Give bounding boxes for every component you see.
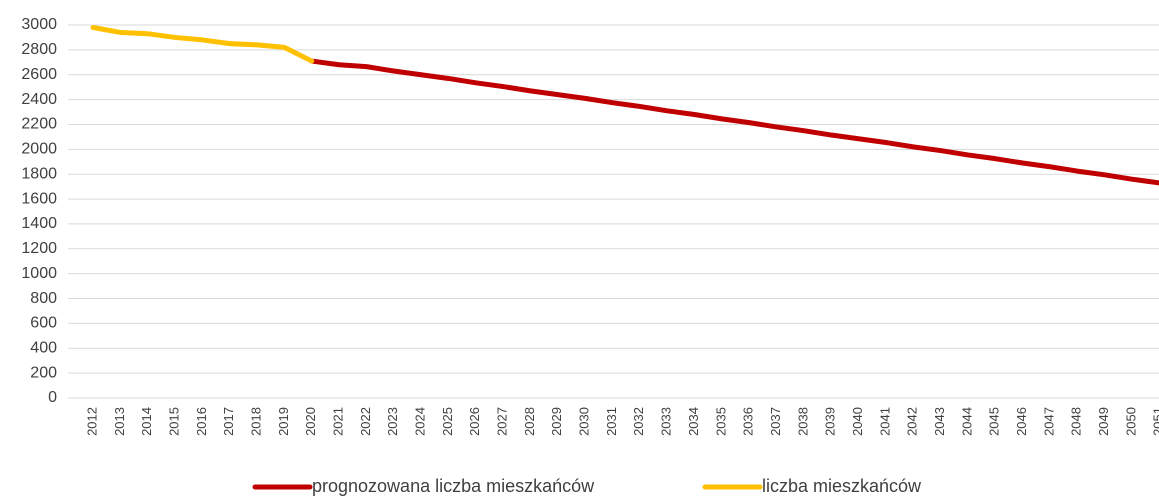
y-tick-label: 2000 bbox=[21, 141, 57, 158]
x-tick-label: 2050 bbox=[1123, 407, 1138, 436]
x-tick-label: 2048 bbox=[1069, 407, 1084, 436]
x-tick-label: 2024 bbox=[413, 407, 428, 436]
x-tick-label: 2013 bbox=[112, 407, 127, 436]
y-tick-label: 800 bbox=[30, 290, 57, 307]
x-tick-label: 2035 bbox=[713, 407, 728, 436]
x-tick-label: 2038 bbox=[795, 407, 810, 436]
series-line bbox=[90, 24, 315, 64]
x-tick-label: 2020 bbox=[303, 407, 318, 436]
x-tick-label: 2040 bbox=[850, 407, 865, 436]
y-tick-label: 1800 bbox=[21, 165, 57, 182]
x-tick-label: 2017 bbox=[221, 407, 236, 436]
x-tick-label: 2019 bbox=[276, 407, 291, 436]
legend-label: prognozowana liczba mieszkańców bbox=[312, 476, 595, 496]
x-tick-label: 2041 bbox=[877, 407, 892, 436]
x-tick-label: 2034 bbox=[686, 407, 701, 436]
x-tick-label: 2051 bbox=[1151, 407, 1159, 436]
x-tick-label: 2018 bbox=[248, 407, 263, 436]
x-tick-label: 2021 bbox=[330, 407, 345, 436]
x-tick-label: 2037 bbox=[768, 407, 783, 436]
y-tick-label: 2400 bbox=[21, 91, 57, 108]
x-tick-label: 2030 bbox=[577, 407, 592, 436]
x-tick-label: 2032 bbox=[631, 407, 646, 436]
x-tick-label: 2026 bbox=[467, 407, 482, 436]
x-tick-label: 2039 bbox=[823, 407, 838, 436]
x-tick-label: 2025 bbox=[440, 407, 455, 436]
x-tick-label: 2042 bbox=[905, 407, 920, 436]
x-tick-label: 2036 bbox=[741, 407, 756, 436]
x-tick-label: 2015 bbox=[166, 407, 181, 436]
x-tick-label: 2045 bbox=[987, 407, 1002, 436]
x-tick-label: 2022 bbox=[358, 407, 373, 436]
x-tick-label: 2033 bbox=[659, 407, 674, 436]
x-tick-label: 2049 bbox=[1096, 407, 1111, 436]
x-tick-label: 2029 bbox=[549, 407, 564, 436]
y-tick-label: 600 bbox=[30, 315, 57, 332]
legend-label: liczba mieszkańców bbox=[762, 476, 922, 496]
y-tick-label: 1600 bbox=[21, 190, 57, 207]
y-tick-label: 1000 bbox=[21, 265, 57, 282]
y-tick-label: 400 bbox=[30, 339, 57, 356]
x-tick-label: 2031 bbox=[604, 407, 619, 436]
x-tick-label: 2046 bbox=[1014, 407, 1029, 436]
x-tick-label: 2047 bbox=[1041, 407, 1056, 436]
x-tick-label: 2014 bbox=[139, 407, 154, 436]
x-tick-label: 2016 bbox=[194, 407, 209, 436]
y-tick-label: 2600 bbox=[21, 66, 57, 83]
x-tick-label: 2043 bbox=[932, 407, 947, 436]
x-tick-label: 2012 bbox=[84, 407, 99, 436]
y-tick-label: 3000 bbox=[21, 16, 57, 33]
series-line bbox=[309, 58, 1159, 186]
y-tick-label: 2800 bbox=[21, 41, 57, 58]
y-tick-label: 1400 bbox=[21, 215, 57, 232]
y-tick-label: 200 bbox=[30, 364, 57, 381]
x-tick-label: 2027 bbox=[495, 407, 510, 436]
y-tick-label: 0 bbox=[48, 389, 57, 406]
x-tick-label: 2028 bbox=[522, 407, 537, 436]
x-tick-label: 2023 bbox=[385, 407, 400, 436]
x-tick-label: 2044 bbox=[959, 407, 974, 436]
y-tick-label: 2200 bbox=[21, 116, 57, 133]
y-tick-label: 1200 bbox=[21, 240, 57, 257]
